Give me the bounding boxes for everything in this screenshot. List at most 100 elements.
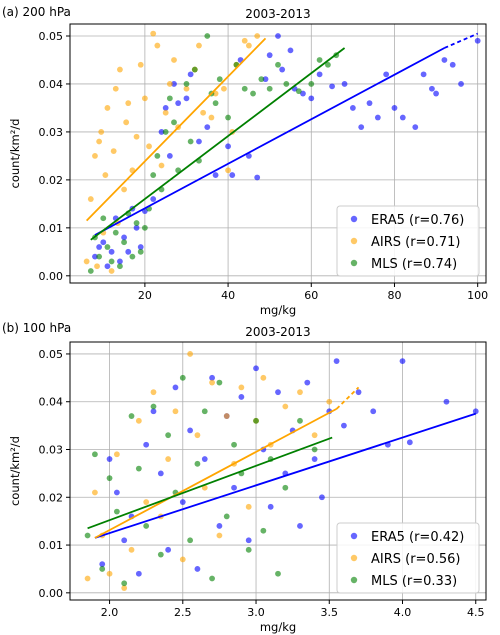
data-point [104,263,111,270]
y-tick-label: 0.05 [39,30,64,43]
data-point [194,566,201,572]
data-point [108,268,115,274]
data-point [316,71,323,78]
data-point [117,66,123,73]
data-point [137,248,144,255]
data-point [83,258,90,265]
data-point [171,81,177,87]
data-point [150,196,157,202]
data-point [262,76,269,83]
data-point [216,76,223,83]
series-2-points [84,351,333,591]
data-point [258,76,265,83]
data-point [229,172,236,178]
data-point [123,119,130,126]
data-point [245,42,252,49]
data-point [187,138,194,145]
data-point [171,57,177,63]
data-point [231,484,237,491]
data-point [99,561,106,568]
data-point [102,172,109,178]
data-point [349,105,356,111]
data-point [113,508,120,515]
data-point [308,81,315,87]
data-point [209,379,215,386]
data-point [429,85,435,92]
x-tick-label: 3.5 [321,606,339,619]
data-point [245,152,252,159]
data-point [275,389,281,396]
y-tick-label: 0.02 [39,491,64,504]
data-point [135,570,142,577]
data-point [311,456,318,462]
data-point [84,575,91,582]
data-point [209,575,215,582]
data-point [117,258,123,265]
data-point [200,109,207,116]
data-point [125,248,132,255]
data-point [150,408,157,415]
plot-area [84,351,479,591]
legend: ERA5 (r=0.42) AIRS (r=0.56) MLS (r=0.33) [336,522,480,594]
legend-entry: AIRS (r=0.71) [371,235,460,250]
data-point [141,95,148,102]
legend-marker [350,532,358,540]
data-point [326,398,333,405]
legend-marker [350,237,358,245]
data-point [297,389,303,396]
data-point [216,523,223,529]
data-point [341,81,348,87]
data-point [201,408,208,415]
data-point [166,152,173,159]
data-point [187,537,194,544]
data-point [92,489,98,496]
data-point [137,61,144,68]
legend-box [336,522,480,594]
fit-line-series-3 [87,436,333,530]
chart-panel-1: (a) 200 hPa 2003-2013 20 40 60 80 100 0.00 0.01 0… [2,5,488,317]
data-point [137,244,144,250]
data-point [172,384,179,391]
data-point [183,95,190,102]
data-point [325,61,331,68]
y-tick-label: 0.04 [39,78,64,91]
data-point [146,143,152,150]
data-point [260,374,267,381]
data-point [108,248,115,255]
data-point [308,95,315,102]
data-point [150,172,157,178]
fit-line-series-2 [85,37,267,222]
axes-frame [69,23,487,284]
legend-box [336,205,480,277]
data-point [121,580,128,587]
fit-line-extension-series-2 [335,386,360,410]
data-point [223,413,230,419]
panel-label: (b) 100 hPa [2,321,71,335]
data-point [110,148,117,155]
data-point [179,374,186,381]
data-point [225,143,231,150]
data-point [204,124,211,131]
data-point [341,422,347,429]
y-tick-label: 0.00 [39,587,64,600]
data-point [266,85,273,92]
data-point [355,389,362,396]
data-point [253,417,259,424]
data-point [106,456,113,462]
y-axis-label: count/km²/d [8,436,22,506]
data-point [154,42,161,49]
y-tick-label: 0.01 [39,539,64,552]
data-point [201,456,208,462]
data-point [158,129,165,135]
data-point [106,475,113,482]
data-point [121,537,128,544]
data-point [441,57,448,63]
data-point [209,374,215,381]
data-point [267,503,274,510]
fit-line-series-1 [94,412,477,539]
data-point [370,408,377,415]
data-point [241,37,248,44]
panel-label: (a) 200 hPa [2,5,71,19]
y-tick-label: 0.03 [39,126,64,139]
legend-entry: AIRS (r=0.56) [371,552,460,567]
